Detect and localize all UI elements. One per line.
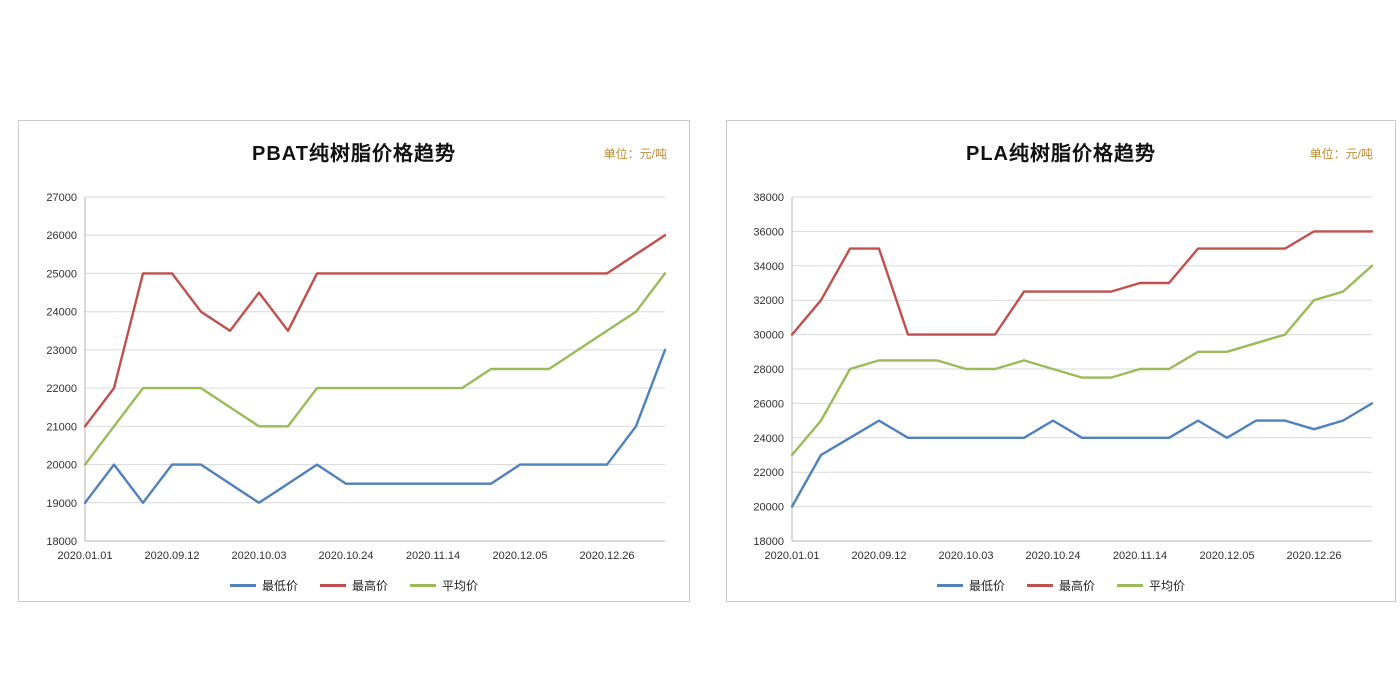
y-tick-label: 26000 (753, 398, 784, 410)
legend-item-max: 最高价 (1026, 577, 1095, 594)
x-tick-label: 2020.12.05 (1199, 550, 1254, 562)
chart-card-pbat: PBAT纯树脂价格趋势 单位：元/吨 18000 19000 20000 21000 2… (18, 120, 690, 602)
unit-label: 单位：元/吨 (1309, 147, 1373, 161)
x-tick-label: 2020.01.01 (57, 550, 112, 562)
legend-item-min: 最低价 (936, 577, 1005, 594)
y-tick-label: 22000 (753, 467, 784, 479)
chart-header: PBAT纯树脂价格趋势 单位：元/吨 (19, 121, 689, 183)
x-tick-label: 2020.10.03 (231, 550, 286, 562)
chart-plot-area: 18000 20000 22000 24000 26000 28000 30000 32000… (736, 185, 1386, 573)
x-tick-label: 2020.12.26 (579, 550, 634, 562)
y-tick-label: 20000 (753, 502, 784, 514)
y-tick-label: 27000 (46, 192, 77, 204)
chart-title: PLA纯树脂价格趋势 (966, 143, 1156, 165)
legend-label-min: 最低价 (968, 579, 1005, 593)
x-tick-label: 2020.10.24 (1025, 550, 1080, 562)
legend: 最低价 最高价 平均价 (727, 577, 1395, 594)
x-tick-label: 2020.10.24 (318, 550, 373, 562)
chart-card-pla: PLA纯树脂价格趋势 单位：元/吨 18000 20000 22000 24000 26… (726, 120, 1396, 602)
y-tick-label: 36000 (753, 226, 784, 238)
series-line-avg (790, 264, 1374, 457)
legend-item-max: 最高价 (319, 577, 388, 594)
chart-title: PBAT纯树脂价格趋势 (252, 143, 456, 165)
series-line-min (790, 402, 1374, 508)
y-tick-label: 32000 (753, 295, 784, 307)
legend-swatch-avg (410, 584, 436, 587)
legend-label-max: 最高价 (1058, 579, 1095, 593)
y-tick-label: 18000 (46, 536, 77, 548)
legend-item-avg: 平均价 (410, 577, 478, 594)
legend-label-max: 最高价 (351, 579, 388, 593)
y-tick-label: 23000 (46, 345, 77, 357)
x-tick-label: 2020.10.03 (938, 550, 993, 562)
y-tick-label: 38000 (753, 192, 784, 204)
series-line-max (83, 234, 667, 428)
y-tick-label: 26000 (46, 230, 77, 242)
y-tick-label: 24000 (46, 307, 77, 319)
y-tick-label: 28000 (753, 364, 784, 376)
legend-swatch-min (229, 584, 256, 587)
series-line-avg (83, 272, 667, 466)
chart-header: PLA纯树脂价格趋势 单位：元/吨 (727, 121, 1395, 183)
legend-label-min: 最低价 (261, 579, 298, 593)
x-tick-label: 2020.12.26 (1286, 550, 1341, 562)
y-tick-label: 20000 (46, 460, 77, 472)
legend-label-avg: 平均价 (442, 579, 479, 593)
legend: 最低价 最高价 平均价 (19, 577, 689, 594)
x-tick-label: 2020.09.12 (144, 550, 199, 562)
x-tick-label: 2020.12.05 (492, 550, 547, 562)
legend-swatch-avg (1117, 584, 1143, 587)
y-tick-label: 30000 (753, 330, 784, 342)
legend-label-avg: 平均价 (1149, 579, 1186, 593)
legend-item-avg: 平均价 (1117, 577, 1185, 594)
y-tick-label: 19000 (46, 498, 77, 510)
chart-plot-area: 18000 19000 20000 21000 22000 23000 24000 25000… (29, 185, 679, 573)
chart-svg: 18000 20000 22000 24000 26000 28000 30000 32000… (753, 192, 1374, 562)
x-tick-label: 2020.11.14 (1113, 550, 1167, 562)
x-tick-label: 2020.09.12 (851, 550, 906, 562)
legend-item-min: 最低价 (229, 577, 298, 594)
legend-swatch-max (1026, 584, 1053, 587)
x-tick-label: 2020.11.14 (406, 550, 460, 562)
y-tick-label: 21000 (46, 421, 77, 433)
y-tick-label: 34000 (753, 261, 784, 273)
chart-svg: 18000 19000 20000 21000 22000 23000 24000 25000… (46, 192, 667, 562)
y-tick-label: 24000 (753, 433, 784, 445)
series-line-min (83, 348, 667, 504)
y-tick-label: 22000 (46, 383, 77, 395)
legend-swatch-max (319, 584, 346, 587)
x-tick-label: 2020.01.01 (764, 550, 819, 562)
series-line-max (790, 230, 1374, 336)
y-tick-label: 18000 (753, 536, 784, 548)
unit-label: 单位：元/吨 (603, 147, 667, 161)
legend-swatch-min (936, 584, 963, 587)
y-tick-label: 25000 (46, 268, 77, 280)
